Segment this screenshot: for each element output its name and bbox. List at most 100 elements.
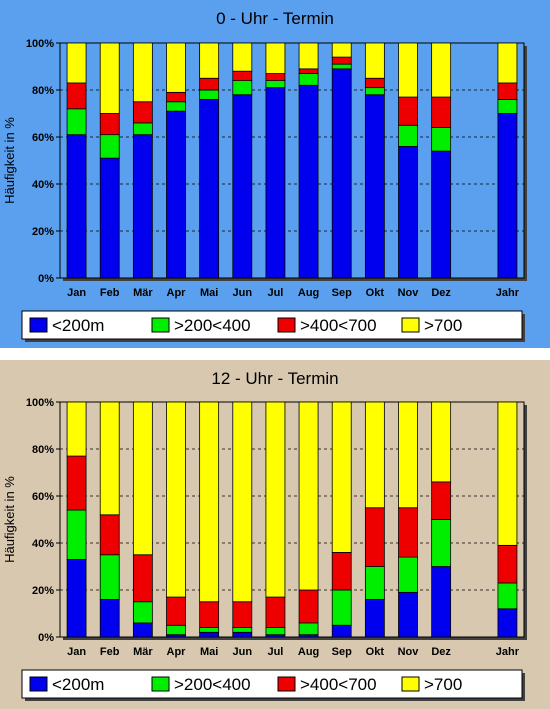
bar-segment (331, 401, 352, 553)
y-tick-label: 40% (32, 179, 54, 191)
bar-segment (298, 73, 319, 86)
x-tick-label: Dez (431, 287, 451, 299)
bar-segment (331, 68, 352, 279)
x-tick-label: Aug (298, 646, 319, 658)
bar-segment (364, 507, 385, 567)
legend-label: >400<700 (300, 316, 377, 335)
x-tick-label: Jun (233, 287, 253, 299)
bar-segment (132, 601, 153, 624)
bar-segment (497, 42, 518, 84)
bar-segment (398, 401, 418, 509)
bar-segment (497, 544, 518, 584)
bar-segment (364, 87, 385, 96)
bar-segment (431, 566, 452, 638)
bar-segment (99, 401, 120, 516)
legend-swatch (277, 317, 296, 333)
bar-segment (199, 601, 220, 629)
y-tick-label: 0% (38, 632, 54, 644)
bar-segment (431, 127, 452, 152)
x-tick-label: Okt (366, 646, 385, 658)
bar-segment (431, 481, 452, 520)
chart-title: 0 - Uhr - Termin (216, 9, 334, 28)
legend-label: <200m (52, 316, 104, 335)
bar-segment (298, 401, 319, 591)
chart-panel-12-uhr: 12 - Uhr - Termin 0% 20% 40% 60% 80% 100% Häufi… (0, 360, 550, 709)
x-tick-label: Jan (67, 646, 86, 658)
bar-segment (431, 401, 452, 483)
bar-segment (398, 145, 418, 279)
bar-segment (331, 624, 352, 638)
bar-segment (497, 99, 518, 114)
bar-segment (431, 150, 452, 279)
x-tick-label: Mai (200, 646, 218, 658)
bar-segment (398, 507, 418, 558)
bar-segment (166, 101, 186, 112)
x-tick-label: Feb (100, 287, 120, 299)
bar-segment (66, 134, 87, 279)
legend-swatch (277, 676, 296, 692)
chart-panel-00-uhr: 0 - Uhr - Termin 0% 20% 40% 60% 80% 100% Häufig… (0, 0, 550, 348)
bar-segment (364, 566, 385, 600)
plot-area (59, 42, 525, 279)
bar-segment (497, 582, 518, 610)
bar-segment (331, 589, 352, 626)
x-tick-label: Apr (167, 287, 187, 299)
y-tick-label: 60% (32, 491, 54, 503)
y-tick-label: 60% (32, 132, 54, 144)
bar-segment (99, 514, 120, 556)
y-tick-label: 0% (38, 273, 54, 285)
bar-segment (199, 99, 220, 279)
bar-segment (66, 509, 87, 560)
bar-segment (166, 401, 186, 598)
legend-label: >700 (424, 316, 462, 335)
bar-segment (66, 559, 87, 638)
bar-segment (199, 627, 220, 633)
x-tick-label: Sep (332, 646, 352, 658)
bar-segment (331, 63, 352, 70)
bar-segment (298, 589, 319, 624)
legend-label: >200<400 (174, 675, 251, 694)
bar-segment (331, 552, 352, 591)
bar-segment (398, 96, 418, 126)
bar-segment (132, 42, 153, 103)
bar-segment (364, 94, 385, 279)
bar-segment (497, 82, 518, 100)
legend-swatch (29, 676, 48, 692)
x-tick-label: Dez (431, 646, 451, 658)
bar-segment (398, 556, 418, 593)
bar-segment (199, 89, 220, 100)
y-axis-label: Häufigkeit in % (2, 476, 17, 563)
y-tick-label: 20% (32, 226, 54, 238)
y-tick-label: 100% (26, 38, 54, 50)
bar-segment (99, 599, 120, 638)
legend-swatch (401, 676, 420, 692)
bar-segment (364, 599, 385, 638)
legend-box (21, 310, 523, 340)
legend-label: >700 (424, 675, 462, 694)
x-tick-label: Mai (200, 287, 218, 299)
bar-segment (132, 101, 153, 124)
bar-segment (132, 622, 153, 638)
legend-box (21, 669, 523, 699)
legend-swatch (29, 317, 48, 333)
bar-segment (232, 94, 253, 279)
bar-segment (132, 401, 153, 556)
y-tick-label: 80% (32, 444, 54, 456)
bar-segment (431, 519, 452, 567)
bar-segment (66, 401, 87, 457)
y-tick-label: 100% (26, 397, 54, 409)
y-tick-label: 20% (32, 585, 54, 597)
bar-segment (66, 108, 87, 136)
x-tick-label: Aug (298, 287, 319, 299)
bar-segment (298, 84, 319, 279)
bar-segment (265, 80, 286, 89)
bar-segment (232, 80, 253, 96)
x-tick-label: Apr (167, 646, 187, 658)
bar-segment (331, 42, 352, 58)
legend-label: <200m (52, 675, 104, 694)
bar-segment (298, 622, 319, 636)
bar-segment (497, 401, 518, 546)
x-tick-label: Mär (133, 287, 153, 299)
x-tick-label: Mär (133, 646, 153, 658)
